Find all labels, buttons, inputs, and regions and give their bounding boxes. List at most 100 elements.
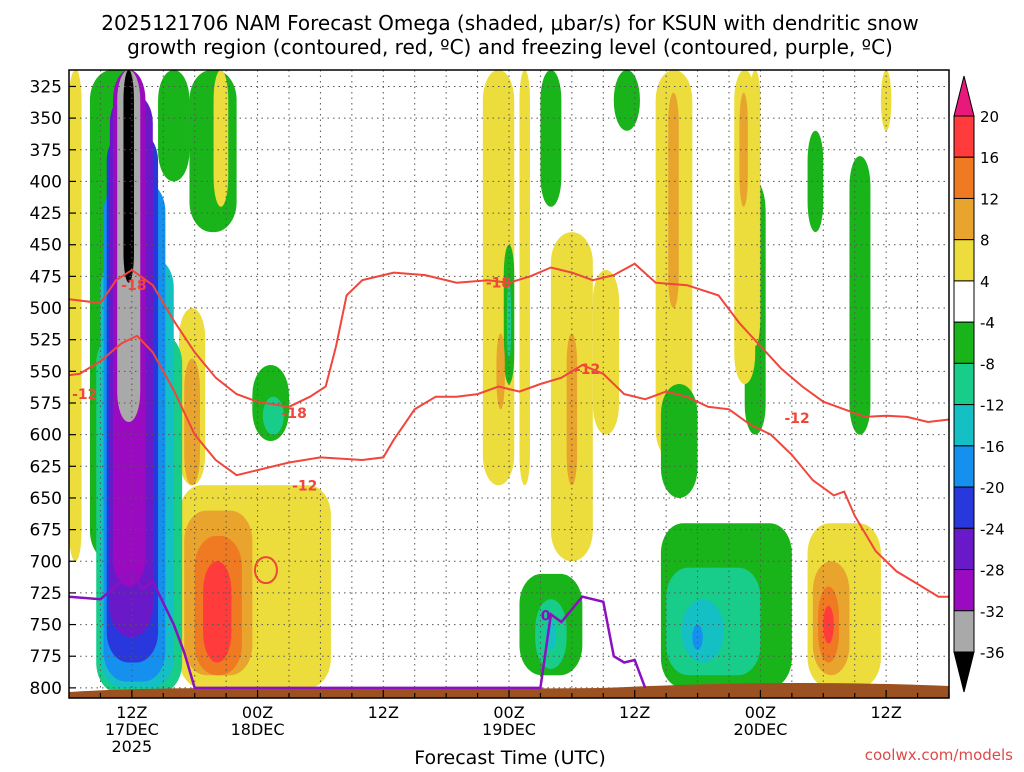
y-tick-label: 625 [30,457,62,477]
contour-label: 0 [541,609,551,625]
contour-label: -18 [121,278,146,294]
x-tick-label: 17DEC [105,720,159,739]
colorbar-label: -8 [980,355,995,373]
omega-region [540,70,562,207]
x-tick-label: 00Z [493,703,524,722]
colorbar-label: 20 [980,108,999,126]
omega-region [482,70,515,486]
watermark: coolwx.com/models [865,746,1013,764]
omega-region [506,282,512,359]
omega-region [592,270,619,435]
y-tick-label: 500 [30,299,62,319]
colorbar-bin [953,362,975,406]
colorbar-label: -4 [980,314,995,332]
omega-region [158,70,190,182]
colorbar-label: -12 [980,397,1005,415]
colorbar-bin [953,239,975,282]
omega-region [203,561,232,663]
omega-region [749,70,761,347]
contour-label: -18 [486,276,511,292]
x-tick-label: 12Z [619,703,650,722]
chart-title-line2: growth region (contoured, red, ºC) and f… [127,35,893,59]
colorbar-bin [953,610,975,653]
omega-region [849,156,871,435]
x-tick-label: 19DEC [482,720,536,739]
y-tick-label: 375 [30,141,62,161]
omega-region [262,396,284,435]
y-tick-label: 475 [30,267,62,287]
colorbar-label: -16 [980,438,1005,456]
y-tick-label: 775 [30,647,62,667]
colorbar-top-triangle [953,75,975,117]
colorbar-bin [953,280,975,323]
x-tick-label: 00Z [242,703,273,722]
freezing-level-contour [69,569,647,690]
colorbar-bin [953,156,975,199]
y-tick-label: 675 [30,521,62,541]
y-tick-label: 525 [30,331,62,351]
y-tick-label: 400 [30,172,62,192]
dgz-contour-minus12 [69,334,949,598]
omega-region [739,92,748,207]
omega-region [880,70,892,131]
colorbar-label: 4 [980,273,990,291]
colorbar-bin [953,115,975,158]
x-axis-label: Forecast Time (UTC) [414,747,605,768]
omega-region [660,384,698,498]
colorbar-label: 8 [980,232,990,250]
dgz-contour-minus18 [69,262,949,424]
colorbar-label: -28 [980,562,1005,580]
y-tick-label: 350 [30,109,62,129]
contour-label: -12 [784,411,809,427]
contour-label: -18 [282,406,307,422]
colorbar-bin [953,404,975,447]
colorbar-bin [953,445,975,488]
omega-region [613,70,640,131]
colorbar-label: -24 [980,520,1005,538]
x-tick-label: 2025 [111,737,152,756]
x-tick-label: 18DEC [231,720,285,739]
x-tick-label: 20DEC [733,720,787,739]
contour-label: -12 [292,478,317,494]
omega-region [189,70,237,233]
contour-label: -12 [72,387,97,403]
omega-region [681,599,724,663]
omega-region [123,70,134,283]
colorbar-bin [953,197,975,241]
dgz-contour-loop [253,556,278,585]
colorbar-label: -32 [980,603,1005,621]
colorbar-bin [953,569,975,612]
colorbar-bottom-triangle [953,651,975,693]
colorbar-bin [953,486,975,529]
x-tick-label: 00Z [745,703,776,722]
omega-region [668,92,679,309]
omega-region [566,333,578,486]
contour-label: -12 [575,362,600,378]
omega-region [496,333,505,410]
y-tick-label: 575 [30,394,62,414]
omega-region [184,358,200,486]
colorbar-bin [953,527,975,571]
y-tick-label: 550 [30,362,62,382]
x-tick-label: 12Z [870,703,901,722]
y-tick-label: 725 [30,584,62,604]
colorbar-label: -36 [980,644,1005,662]
omega-region [807,130,824,233]
y-tick-label: 750 [30,616,62,636]
omega-region [73,70,81,460]
y-tick-label: 425 [30,204,62,224]
y-tick-label: 325 [30,77,62,97]
y-tick-label: 600 [30,426,62,446]
chart-title-line1: 2025121706 NAM Forecast Omega (shaded, μ… [101,11,918,35]
y-tick-label: 700 [30,552,62,572]
colorbar-label: 16 [980,149,999,167]
colorbar-label: -20 [980,479,1005,497]
y-tick-label: 800 [30,679,62,699]
colorbar-bin [953,321,975,364]
y-tick-label: 650 [30,489,62,509]
x-tick-label: 12Z [368,703,399,722]
omega-region [213,70,229,207]
y-tick-label: 450 [30,236,62,256]
colorbar-label: 12 [980,190,999,208]
